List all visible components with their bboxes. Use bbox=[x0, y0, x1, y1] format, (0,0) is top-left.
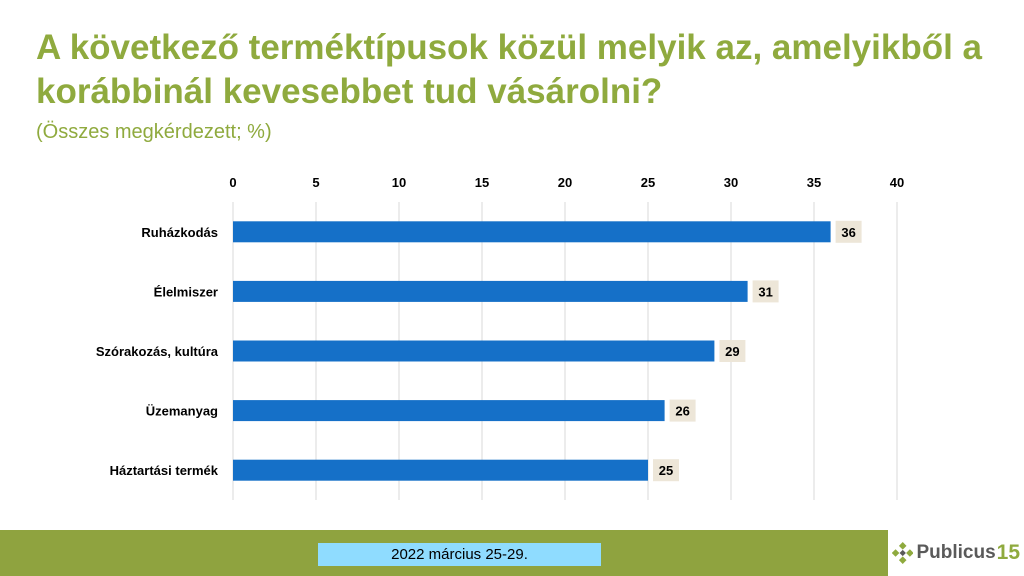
x-tick-label: 15 bbox=[475, 175, 489, 190]
category-label: Ruházkodás bbox=[141, 225, 218, 240]
data-label-bg bbox=[669, 399, 696, 422]
bar bbox=[233, 459, 648, 481]
x-tick-label: 30 bbox=[724, 175, 738, 190]
survey-date: 2022 március 25-29. bbox=[318, 543, 601, 566]
data-label-bg bbox=[653, 459, 679, 482]
x-tick-label: 5 bbox=[312, 175, 319, 190]
x-tick-label: 25 bbox=[641, 175, 655, 190]
bar bbox=[233, 340, 715, 362]
x-tick-label: 0 bbox=[229, 175, 236, 190]
data-label-bg bbox=[835, 220, 862, 243]
bar-chart: 0 5 10 15 20 25 30 35 40 Ruházkodás 36 Élelmiszer 31… bbox=[96, 175, 904, 500]
data-label-bg bbox=[719, 340, 746, 362]
bar bbox=[233, 400, 665, 422]
data-label: 36 bbox=[841, 225, 855, 240]
data-label: 29 bbox=[725, 344, 739, 359]
data-label: 26 bbox=[675, 404, 689, 419]
x-tick-label: 20 bbox=[558, 175, 572, 190]
logo-number: 15 bbox=[996, 541, 1020, 564]
logo-text: Publicus bbox=[916, 542, 996, 563]
x-tick-label: 35 bbox=[807, 175, 821, 190]
data-label: 31 bbox=[758, 284, 772, 299]
bar bbox=[233, 280, 748, 302]
x-tick-label: 10 bbox=[392, 175, 406, 190]
chart-title: A következő terméktípusok közül melyik a… bbox=[36, 28, 983, 111]
x-tick-label: 40 bbox=[890, 175, 904, 190]
category-label: Háztartási termék bbox=[110, 463, 219, 478]
category-label: Élelmiszer bbox=[154, 284, 218, 299]
category-label: Szórakozás, kultúra bbox=[96, 344, 219, 359]
data-label: 25 bbox=[659, 463, 673, 478]
category-label: Üzemanyag bbox=[146, 404, 218, 419]
chart-subtitle: (Összes megkérdezett; %) bbox=[36, 121, 272, 143]
data-label-bg bbox=[752, 280, 779, 303]
publicus-logo-icon bbox=[892, 542, 914, 564]
publicus-logo: Publicus 15 bbox=[892, 536, 1020, 570]
bar bbox=[233, 221, 831, 243]
